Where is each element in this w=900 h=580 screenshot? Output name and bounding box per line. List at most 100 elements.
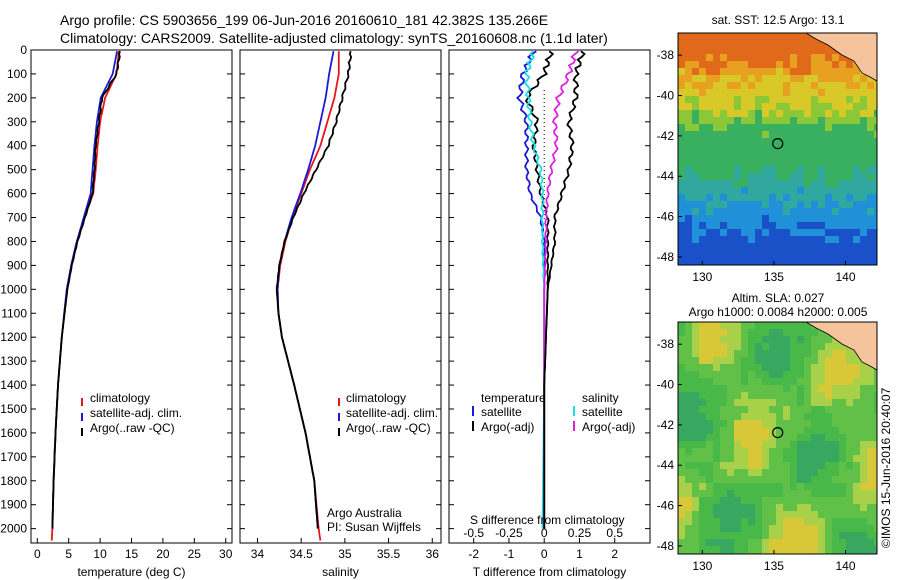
map-cell	[692, 392, 700, 400]
map-cell	[860, 229, 868, 237]
map-cell	[685, 448, 693, 456]
map-cell	[804, 539, 812, 547]
series-line	[51, 51, 118, 529]
map-cell	[685, 187, 693, 195]
map-cell	[790, 399, 798, 407]
map-cell	[811, 103, 819, 111]
map-cell	[755, 385, 763, 393]
map-cell	[818, 441, 826, 449]
map-cell	[769, 54, 777, 62]
map-cell	[797, 229, 805, 237]
map-cell	[706, 455, 714, 463]
map-cell	[769, 194, 777, 202]
map-cell	[846, 75, 854, 83]
map-cell	[832, 420, 840, 428]
map-cell	[727, 385, 735, 393]
map-cell	[874, 525, 877, 533]
map-cell	[811, 40, 819, 48]
map-cell	[797, 152, 805, 160]
map-cell	[685, 392, 693, 400]
map-cell	[825, 532, 833, 540]
map-cell	[706, 187, 714, 195]
map-cell	[706, 322, 714, 330]
map-cell	[776, 385, 784, 393]
map-cell	[713, 448, 721, 456]
map-cell	[769, 504, 777, 512]
map-cell	[783, 434, 791, 442]
map-cell	[832, 357, 840, 365]
map-cell	[867, 222, 875, 230]
map-cell	[769, 343, 777, 351]
map-cell	[706, 448, 714, 456]
map-cell	[678, 490, 686, 498]
map-cell	[804, 215, 812, 223]
map-cell	[748, 61, 756, 69]
x-tick-label: 30	[219, 547, 233, 561]
map-cell	[776, 336, 784, 344]
map-cell	[797, 257, 805, 265]
map-cell	[811, 131, 819, 139]
map-cell	[825, 336, 833, 344]
map-cell	[853, 420, 861, 428]
map-cell	[734, 413, 742, 421]
map-cell	[734, 89, 742, 97]
map-cell	[762, 329, 770, 337]
map-cell	[867, 504, 875, 512]
map-cell	[762, 434, 770, 442]
map-cell	[727, 222, 735, 230]
map-cell	[769, 173, 777, 181]
map-cell	[699, 229, 707, 237]
map-cell	[720, 131, 728, 139]
map-cell	[720, 180, 728, 188]
map-cell	[853, 257, 861, 265]
map-cell	[783, 229, 791, 237]
map-cell	[713, 250, 721, 258]
map-cell	[860, 152, 868, 160]
map-cell	[699, 250, 707, 258]
map-cell	[867, 525, 875, 533]
map-cell	[713, 159, 721, 167]
map-cell	[699, 208, 707, 216]
map-cell	[685, 518, 693, 526]
map-cell	[818, 392, 826, 400]
map-cell	[846, 61, 854, 69]
map-cell	[734, 539, 742, 547]
map-cell	[685, 343, 693, 351]
map-cell	[748, 497, 756, 505]
map-cell	[692, 420, 700, 428]
map-cell	[727, 364, 735, 372]
map-cell	[762, 525, 770, 533]
map-cell	[811, 75, 819, 83]
map-cell	[748, 201, 756, 209]
map-cell	[699, 68, 707, 76]
map-cell	[825, 257, 833, 265]
map-cell	[692, 54, 700, 62]
map-cell	[748, 89, 756, 97]
map-cell	[734, 504, 742, 512]
map-cell	[692, 166, 700, 174]
map-cell	[776, 103, 784, 111]
map-cell	[713, 392, 721, 400]
map-cell	[769, 385, 777, 393]
sla-map-subtitle: Argo h1000: 0.0084 h2000: 0.005	[689, 305, 868, 319]
map-cell	[769, 546, 777, 554]
map-cell	[776, 343, 784, 351]
map-cell	[713, 378, 721, 386]
map-cell	[783, 75, 791, 83]
map-cell	[699, 420, 707, 428]
map-cell	[867, 364, 875, 372]
map-cell	[734, 448, 742, 456]
map-cell	[776, 448, 784, 456]
map-cell	[853, 68, 861, 76]
map-cell	[839, 194, 847, 202]
map-cell	[783, 392, 791, 400]
map-cell	[748, 371, 756, 379]
map-cell	[685, 497, 693, 505]
map-cell	[699, 159, 707, 167]
map-cell	[867, 138, 875, 146]
map-cell	[755, 434, 763, 442]
map-cell	[727, 96, 735, 104]
map-cell	[727, 406, 735, 414]
top-tick-label: 0.25	[568, 526, 592, 540]
